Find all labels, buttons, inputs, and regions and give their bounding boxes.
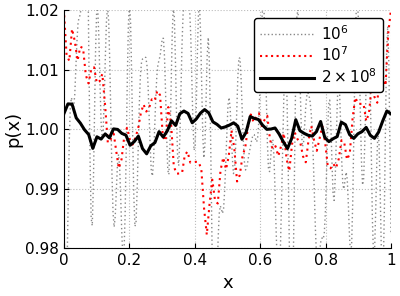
$10^7$: [389, 7, 394, 11]
$10^7$: [290, 142, 294, 146]
$10^6$: [62, 232, 66, 236]
$10^7$: [204, 233, 209, 237]
$10^6$: [339, 160, 344, 163]
$2\times10^8$: [66, 102, 70, 106]
$2\times10^8$: [62, 112, 66, 116]
Line: $10^6$: $10^6$: [64, 0, 391, 296]
$10^6$: [257, 93, 262, 96]
Line: $10^7$: $10^7$: [64, 9, 391, 235]
$10^6$: [360, 183, 365, 187]
Legend: $10^6$, $10^7$, $2\times10^8$: $10^6$, $10^7$, $2\times10^8$: [254, 18, 383, 92]
Line: $2\times10^8$: $2\times10^8$: [64, 104, 391, 154]
$10^7$: [323, 140, 328, 143]
$2\times10^8$: [268, 127, 273, 131]
$2\times10^8$: [389, 112, 394, 116]
$10^6$: [258, 54, 263, 57]
$10^7$: [62, 7, 66, 11]
$2\times10^8$: [281, 140, 286, 144]
$2\times10^8$: [360, 130, 364, 133]
$10^7$: [246, 125, 250, 128]
$2\times10^8$: [293, 118, 298, 121]
$10^7$: [380, 74, 385, 77]
$10^7$: [149, 98, 154, 101]
$10^6$: [389, 232, 394, 236]
$10^7$: [130, 143, 135, 147]
$2\times10^8$: [264, 128, 269, 131]
$2\times10^8$: [215, 123, 220, 126]
$10^6$: [264, 95, 269, 99]
X-axis label: x: x: [222, 274, 233, 292]
$10^6$: [62, 292, 67, 296]
Y-axis label: p(x): p(x): [4, 111, 22, 147]
$2\times10^8$: [144, 152, 149, 156]
